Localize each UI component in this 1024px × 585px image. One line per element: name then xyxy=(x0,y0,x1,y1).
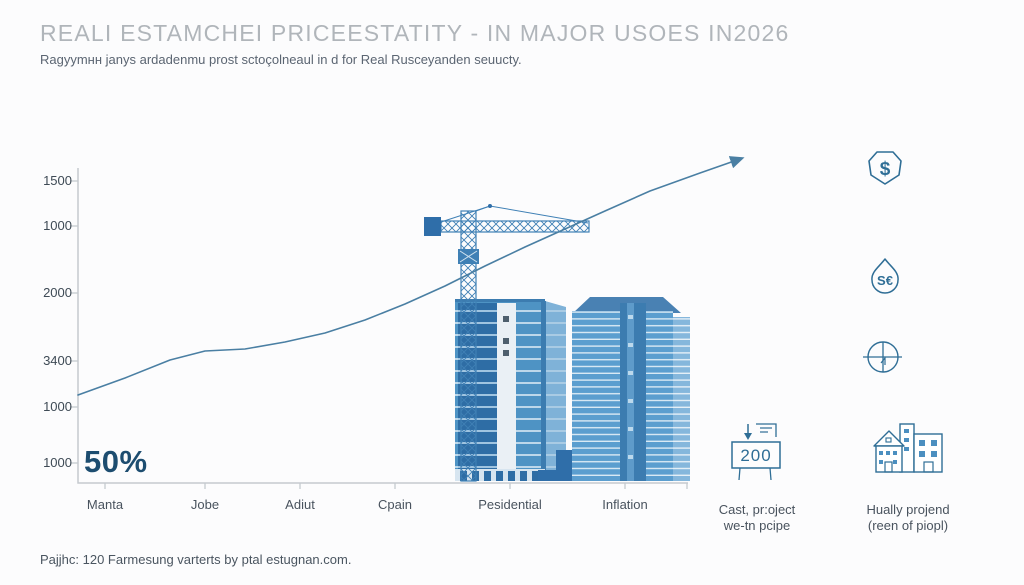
currency-drop-icon: S€ xyxy=(871,258,899,294)
y-tick-label: 1000 xyxy=(43,218,72,233)
dollar-glyph: $ xyxy=(880,159,891,180)
x-axis-label: Pesidential xyxy=(478,497,542,512)
dollar-hexagon-icon: $ xyxy=(868,151,902,185)
legend-housing-line2: (reen of piopl) xyxy=(867,518,949,533)
legend-cost-line2: we-tn pcipe xyxy=(723,518,791,533)
legend-cost-line1: Cast, pr:oject xyxy=(718,502,796,517)
legend-housing-caption: Hually projend (reen of piopl) xyxy=(866,502,949,534)
x-axis-label: Inflation xyxy=(602,497,648,512)
y-tick-label: 1000 xyxy=(43,399,72,414)
page-subtitle: Ragyymнн janys ardadenmu prost sctoçolne… xyxy=(40,52,522,67)
legend-housing-line1: Hually projend xyxy=(866,502,950,517)
chart-axes xyxy=(70,168,688,489)
source-caption: Pajjhc: 120 Farmesung varterts by ptal e… xyxy=(40,552,352,567)
y-tick-label: 1500 xyxy=(43,173,72,188)
right-building-illustration xyxy=(572,297,690,481)
x-axis-label: Cpain xyxy=(378,497,412,512)
legend-cost-caption: Cast, pr:oject we-tn pcipe xyxy=(719,502,796,534)
sign-value: 200 xyxy=(740,446,771,465)
x-axis-label: Manta xyxy=(86,497,124,512)
city-buildings-icon xyxy=(873,423,943,473)
y-tick-label: 2000 xyxy=(43,285,72,300)
circle-crosshair-icon xyxy=(863,341,902,373)
price-sign-icon: 200 xyxy=(731,423,781,481)
price-line xyxy=(77,156,745,396)
currency-glyph: S€ xyxy=(877,273,893,288)
y-tick-label: 1000 xyxy=(43,455,72,470)
page-title: REALI ESTAMCHEI PRICEESTATITY - IN MAJOR… xyxy=(40,20,790,46)
x-axis-label: Adiut xyxy=(285,497,315,512)
x-axis-label: Jobe xyxy=(190,497,220,512)
crane-illustration xyxy=(424,204,590,482)
y-tick-label: 3400 xyxy=(43,353,72,368)
percentage-annotation: 50% xyxy=(84,444,148,479)
